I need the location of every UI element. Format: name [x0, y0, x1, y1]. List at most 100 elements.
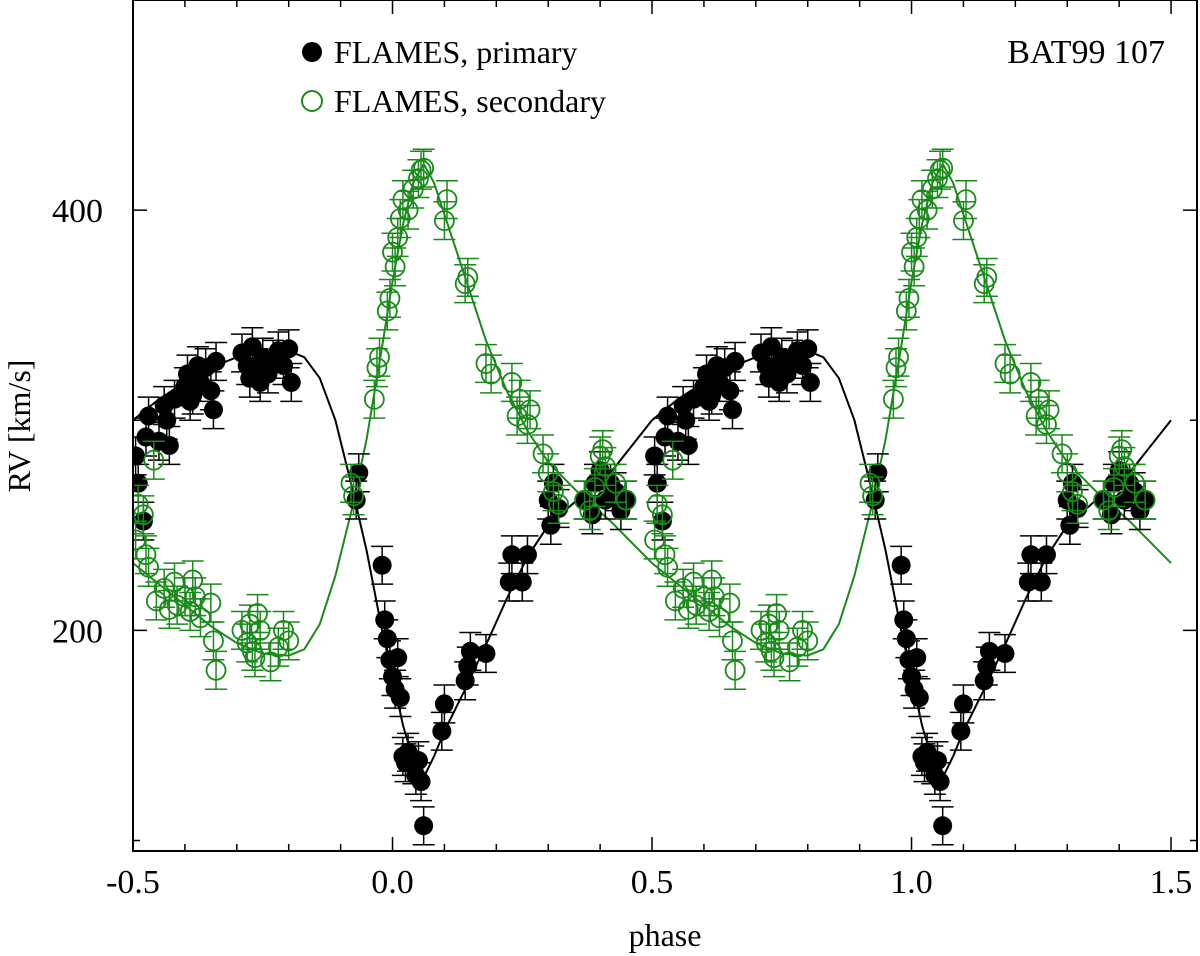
marker	[862, 485, 884, 507]
marker	[1036, 414, 1057, 435]
secondary-point	[410, 150, 433, 190]
marker	[512, 572, 532, 592]
marker	[605, 472, 627, 494]
axis-ticks	[132, 0, 1197, 851]
marker	[933, 816, 953, 836]
secondary-point	[1134, 480, 1157, 520]
primary-point	[1019, 535, 1042, 575]
marker	[1111, 439, 1133, 461]
secondary-point	[202, 621, 225, 661]
marker	[859, 472, 881, 494]
marker	[239, 613, 261, 635]
plot-frame	[132, 0, 1198, 852]
marker	[436, 189, 458, 211]
marker	[392, 189, 414, 211]
secondary-point	[1113, 446, 1136, 487]
marker	[662, 449, 684, 471]
secondary-point	[1097, 490, 1120, 531]
marker	[206, 351, 226, 371]
secondary-point	[796, 621, 819, 661]
marker	[932, 157, 954, 179]
marker	[654, 544, 676, 566]
secondary-point	[993, 343, 1016, 384]
star-annotation: BAT99 107	[1007, 34, 1165, 71]
secondary-point	[999, 354, 1022, 394]
marker	[594, 456, 616, 477]
marker	[979, 641, 999, 661]
marker	[376, 300, 398, 322]
marker	[916, 199, 938, 221]
secondary-point	[412, 148, 435, 188]
marker	[476, 643, 496, 663]
primary-point	[516, 535, 539, 575]
primary-point	[474, 633, 497, 674]
marker	[903, 256, 925, 278]
marker	[951, 721, 971, 741]
marker	[138, 556, 159, 578]
marker	[888, 346, 909, 368]
marker	[413, 157, 435, 179]
marker	[1021, 545, 1041, 565]
marker	[432, 721, 452, 741]
marker	[363, 388, 385, 410]
model-curves	[133, 161, 1172, 780]
x-tick-label: 0.0	[371, 864, 414, 901]
primary-point	[430, 711, 453, 751]
marker	[543, 481, 564, 503]
secondary-point	[519, 390, 542, 430]
legend: FLAMES, primary FLAMES, secondary	[301, 34, 606, 119]
secondary-point	[1025, 396, 1048, 436]
secondary-point	[708, 598, 731, 638]
secondary-point	[137, 547, 160, 587]
marker	[1031, 572, 1051, 592]
secondary-point	[895, 291, 918, 331]
marker	[953, 210, 974, 232]
marker	[758, 613, 780, 635]
marker	[153, 577, 175, 599]
marker	[390, 688, 410, 708]
marker	[684, 389, 704, 409]
data-points	[133, 148, 1157, 846]
secondary-point	[205, 650, 228, 690]
marker	[929, 159, 951, 181]
secondary-point	[456, 257, 479, 298]
secondary-point	[654, 535, 676, 575]
marker	[501, 372, 523, 393]
marker	[382, 241, 403, 263]
secondary-point	[1066, 484, 1089, 524]
marker	[693, 586, 715, 608]
marker	[891, 555, 911, 575]
secondary-point	[724, 650, 747, 690]
marker	[366, 357, 388, 379]
marker	[722, 630, 743, 652]
marker	[159, 435, 179, 455]
marker	[244, 647, 266, 669]
marker	[615, 489, 637, 511]
primary-point	[1035, 535, 1058, 575]
secondary-point	[861, 476, 884, 516]
secondary-point	[142, 440, 165, 480]
marker	[408, 751, 428, 771]
x-tick-label: -0.5	[106, 864, 160, 901]
marker	[434, 694, 454, 714]
secondary-point	[900, 232, 923, 272]
primary-point	[993, 633, 1016, 674]
marker	[955, 189, 977, 211]
marker	[384, 256, 406, 278]
marker	[203, 400, 223, 420]
y-axis-label: RV [km/s]	[1, 360, 37, 493]
marker	[460, 641, 480, 661]
primary-point	[890, 545, 913, 585]
marker	[517, 545, 537, 565]
marker	[579, 500, 601, 522]
secondary-point	[604, 463, 627, 503]
primary-point	[371, 545, 394, 585]
marker	[574, 489, 595, 511]
marker	[766, 603, 787, 624]
secondary-point	[765, 593, 788, 634]
marker	[797, 630, 819, 652]
secondary-point	[661, 440, 684, 480]
primary-point	[163, 379, 186, 419]
primary-point	[799, 362, 822, 403]
